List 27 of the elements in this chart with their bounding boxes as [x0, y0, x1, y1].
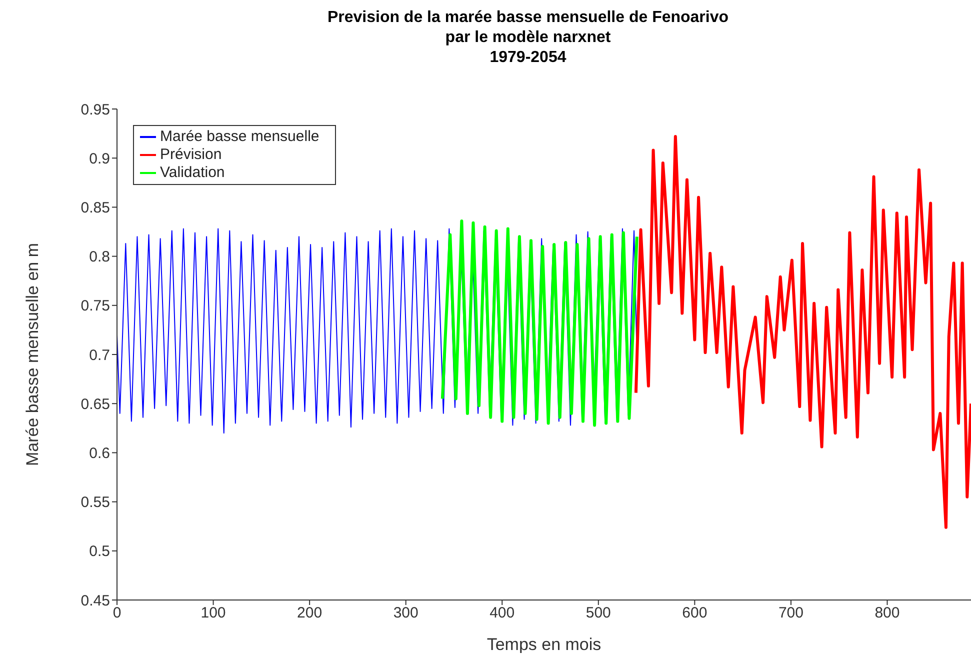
y-tick-label: 0.95 — [80, 101, 110, 118]
y-tick-label: 0.7 — [89, 346, 110, 364]
y-axis-title: Marée basse mensuelle en m — [23, 242, 42, 466]
legend-label: Marée basse mensuelle — [160, 128, 320, 145]
y-tick-label: 0.8 — [89, 248, 110, 266]
x-tick-label: 800 — [874, 604, 900, 622]
x-tick-label: 300 — [393, 604, 418, 622]
x-tick-label: 600 — [682, 604, 708, 622]
x-tick-label: 0 — [112, 604, 122, 622]
y-tick-label: 0.75 — [80, 298, 110, 315]
x-tick-label: 200 — [297, 604, 322, 622]
x-tick-label: 100 — [200, 604, 226, 622]
line-series — [634, 134, 971, 529]
y-tick-label: 0.65 — [80, 396, 110, 413]
y-tick-label: 0.9 — [89, 150, 110, 168]
legend-label: Validation — [160, 164, 225, 181]
legend-label: Prévision — [160, 146, 222, 163]
y-tick-label: 0.5 — [89, 543, 110, 560]
y-tick-label: 0.6 — [89, 445, 110, 462]
x-tick-label: 500 — [586, 604, 611, 622]
line-series — [440, 219, 638, 427]
x-tick-label: 400 — [490, 604, 515, 622]
y-tick-label: 0.45 — [80, 592, 110, 610]
y-tick-label: 0.85 — [80, 200, 110, 217]
chart-title: Prevision de la marée basse mensuelle de Fenoarivo par le modèle narxnet 1979-2054 — [326, 8, 730, 68]
x-tick-label: 700 — [778, 604, 804, 622]
y-tick-label: 0.55 — [80, 494, 110, 512]
